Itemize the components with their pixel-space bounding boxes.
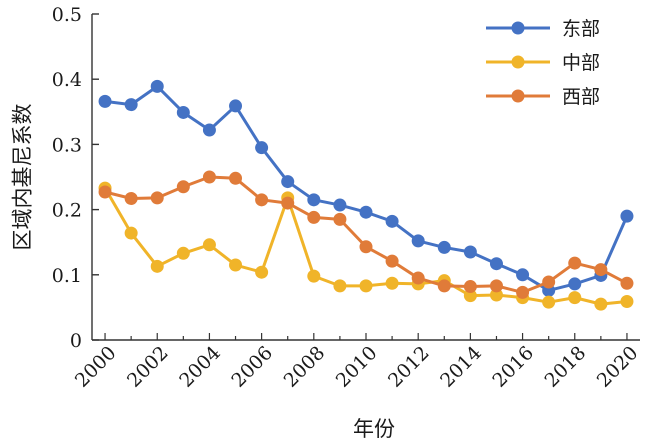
data-point: [437, 240, 451, 254]
data-point: [620, 209, 634, 223]
data-point: [594, 263, 608, 277]
series-line: [103, 175, 629, 294]
x-tick-label: 2012: [384, 342, 434, 392]
data-point: [202, 123, 216, 137]
data-point: [489, 257, 503, 271]
x-tick-label: 2018: [541, 342, 591, 392]
x-tick-label: 2006: [227, 342, 277, 392]
x-tick-label: 2008: [280, 342, 330, 392]
data-point: [281, 196, 295, 210]
data-point: [202, 170, 216, 184]
y-tick-label: 0.4: [52, 69, 82, 91]
legend-marker: [511, 21, 525, 35]
y-tick-label: 0.5: [52, 4, 82, 26]
data-point: [229, 258, 243, 272]
legend-label: 西部: [562, 86, 600, 108]
data-point: [568, 277, 582, 291]
data-point: [307, 193, 321, 207]
x-tick-label: 2002: [123, 342, 173, 392]
data-point: [333, 212, 347, 226]
data-point: [333, 279, 347, 293]
x-tick-label: 2010: [332, 342, 382, 392]
data-point: [150, 79, 164, 93]
data-point: [516, 268, 530, 282]
data-point: [150, 191, 164, 205]
x-tick-label: 2016: [488, 342, 538, 392]
data-point: [176, 180, 190, 194]
data-point: [594, 297, 608, 311]
y-axis-title: 区域内基尼系数: [11, 104, 35, 251]
legend-label: 中部: [562, 52, 600, 74]
data-point: [255, 193, 269, 207]
data-point: [229, 99, 243, 113]
y-tick-label: 0.2: [52, 200, 82, 222]
data-point: [463, 289, 477, 303]
data-point: [255, 141, 269, 155]
data-point: [411, 234, 425, 248]
data-point: [359, 240, 373, 254]
legend-item: 东部: [486, 18, 600, 40]
data-point: [385, 276, 399, 290]
data-point: [463, 245, 477, 259]
y-tick-label: 0.1: [52, 265, 82, 287]
series-layer: [98, 79, 634, 311]
data-point: [307, 210, 321, 224]
data-point: [124, 226, 138, 240]
y-tick-label: 0: [70, 330, 82, 352]
data-point: [229, 171, 243, 185]
data-point: [333, 198, 347, 212]
data-point: [176, 105, 190, 119]
data-point: [620, 276, 634, 290]
series-2: [98, 170, 634, 299]
data-point: [307, 269, 321, 283]
data-point: [124, 98, 138, 112]
data-point: [385, 214, 399, 228]
data-point: [359, 205, 373, 219]
series-1: [98, 181, 634, 311]
data-point: [98, 94, 112, 108]
x-axis-title: 年份: [353, 417, 395, 441]
data-point: [568, 291, 582, 305]
legend-item: 西部: [486, 86, 600, 108]
x-tick-label: 2020: [593, 342, 643, 392]
data-point: [150, 259, 164, 273]
data-point: [516, 285, 530, 299]
legend-marker: [511, 89, 525, 103]
x-tick-label: 2014: [436, 342, 486, 392]
legend-item: 中部: [486, 52, 600, 74]
data-point: [568, 256, 582, 270]
data-point: [542, 295, 556, 309]
data-point: [542, 275, 556, 289]
legend-label: 东部: [562, 18, 600, 40]
x-tick-label: 2004: [175, 342, 225, 392]
data-point: [489, 279, 503, 293]
data-point: [98, 185, 112, 199]
data-point: [281, 175, 295, 189]
data-point: [463, 280, 477, 294]
data-point: [359, 279, 373, 293]
data-point: [385, 254, 399, 268]
data-point: [124, 192, 138, 206]
y-tick-label: 0.3: [52, 134, 82, 156]
legend-marker: [511, 55, 525, 69]
data-point: [202, 238, 216, 252]
data-point: [411, 271, 425, 285]
data-point: [255, 265, 269, 279]
data-point: [176, 246, 190, 260]
data-point: [489, 288, 503, 302]
data-point: [437, 279, 451, 293]
data-point: [620, 295, 634, 309]
